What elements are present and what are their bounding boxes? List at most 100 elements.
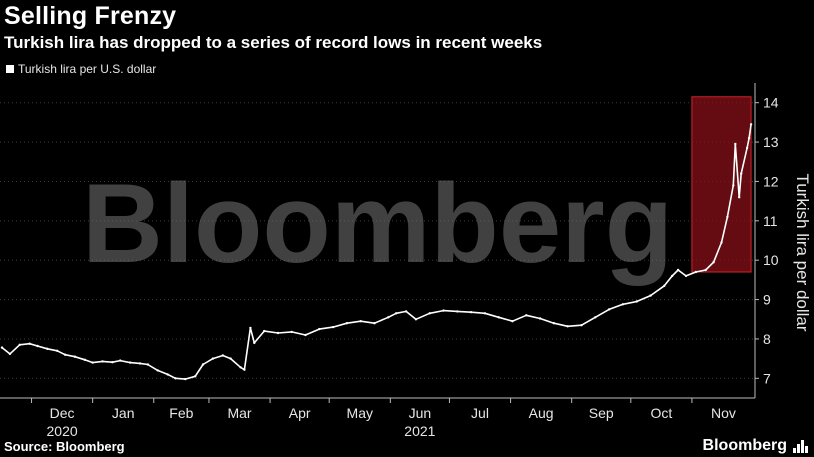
x-tick-label-jan: Jan [112,405,135,421]
series-turkish-lira [0,123,753,381]
data-point-8 [73,355,77,358]
data-point-43 [428,312,431,315]
data-point-37 [359,320,362,323]
y-tick-label-9: 9 [763,292,771,308]
y-tick-label-12: 12 [763,173,779,189]
x-tick-year-2021: 2021 [404,423,435,439]
data-point-24 [221,354,224,357]
data-point-27 [243,368,246,371]
x-tick-label-jul: Jul [471,405,489,421]
series-line-0 [1,124,752,380]
x-tick-label-mar: Mar [227,405,251,421]
data-point-59 [649,294,652,297]
data-point-33 [304,333,307,337]
bloomberg-watermark: Bloomberg [82,161,673,286]
data-point-58 [635,300,638,303]
data-point-47 [483,312,487,315]
data-point-34 [318,327,321,331]
legend: Turkish lira per U.S. dollar [6,62,156,76]
data-point-72 [740,172,743,175]
data-point-28 [249,326,252,330]
data-point-35 [331,325,335,329]
data-point-71 [738,196,741,199]
data-point-61 [671,274,674,278]
data-point-18 [166,373,169,376]
bloomberg-bars-icon [793,439,808,453]
data-point-38 [373,322,376,325]
data-point-46 [469,311,473,314]
data-point-20 [184,377,187,381]
data-point-13 [119,359,122,362]
data-point-12 [111,361,114,364]
data-point-17 [156,369,159,372]
x-tick-label-oct: Oct [650,405,672,421]
data-point-66 [712,261,715,264]
data-point-41 [404,310,408,313]
legend-label: Turkish lira per U.S. dollar [18,62,157,76]
data-point-10 [91,361,94,364]
data-point-3 [28,342,31,345]
data-point-42 [414,318,418,321]
data-point-22 [201,363,205,366]
x-tick-year-2020: 2020 [47,423,78,439]
data-point-56 [607,308,611,311]
x-tick-label-sep: Sep [589,405,614,421]
data-point-39 [387,316,390,319]
source-note: Source: Bloomberg [4,439,125,454]
axes: 7 8 9 10 11 12 13 14 Dec 2020 Jan Feb Mar Apr May Jun 20… [0,83,779,439]
brand-name: Bloomberg [702,437,787,454]
data-point-73 [745,146,749,150]
data-point-54 [580,324,583,327]
x-tick-label-nov: Nov [711,405,736,421]
data-point-6 [56,349,59,352]
data-point-57 [621,303,625,306]
data-point-63 [684,274,688,278]
data-point-31 [276,331,280,335]
data-point-23 [211,357,215,360]
y-tick-label-7: 7 [763,370,771,386]
y-tick-label-14: 14 [763,95,779,111]
data-point-19 [174,377,177,380]
data-point-1 [8,352,12,356]
data-point-48 [497,316,500,319]
x-tick-label-feb: Feb [169,405,193,421]
data-point-9 [83,358,87,361]
y-tick-label-10: 10 [763,252,779,268]
data-point-0 [0,346,4,349]
data-point-45 [456,310,459,313]
data-point-11 [101,360,104,363]
data-point-70 [734,142,737,146]
data-point-7 [63,353,67,356]
x-tick-label-apr: Apr [289,405,311,421]
data-point-15 [138,362,142,365]
data-point-74 [747,136,751,140]
data-point-21 [194,375,197,378]
data-point-64 [694,270,698,274]
data-point-26 [239,366,242,369]
chart-subtitle: Turkish lira has dropped to a series of … [4,33,543,52]
y-tick-label-11: 11 [763,213,778,229]
data-point-40 [395,312,398,315]
data-point-2 [18,343,21,346]
chart-title: Selling Frenzy [4,2,177,30]
x-tick-label-may: May [347,405,373,421]
y-tick-label-13: 13 [763,134,779,150]
data-point-52 [552,322,556,325]
data-point-65 [704,268,707,272]
x-tick-label-jun: Jun [409,405,432,421]
legend-swatch [6,65,14,73]
data-point-53 [566,325,569,328]
data-point-14 [128,361,132,364]
data-point-68 [726,215,729,219]
data-point-51 [538,317,542,320]
data-point-32 [290,330,293,334]
data-point-67 [720,241,723,244]
y-axis-label: Turkish lira per dollar [793,173,812,331]
data-point-49 [511,320,514,323]
data-point-30 [263,329,266,333]
x-tick-label-dec: Dec [50,405,75,421]
data-point-5 [46,347,49,350]
x-tick-label-aug: Aug [529,405,554,421]
data-point-25 [229,357,232,360]
